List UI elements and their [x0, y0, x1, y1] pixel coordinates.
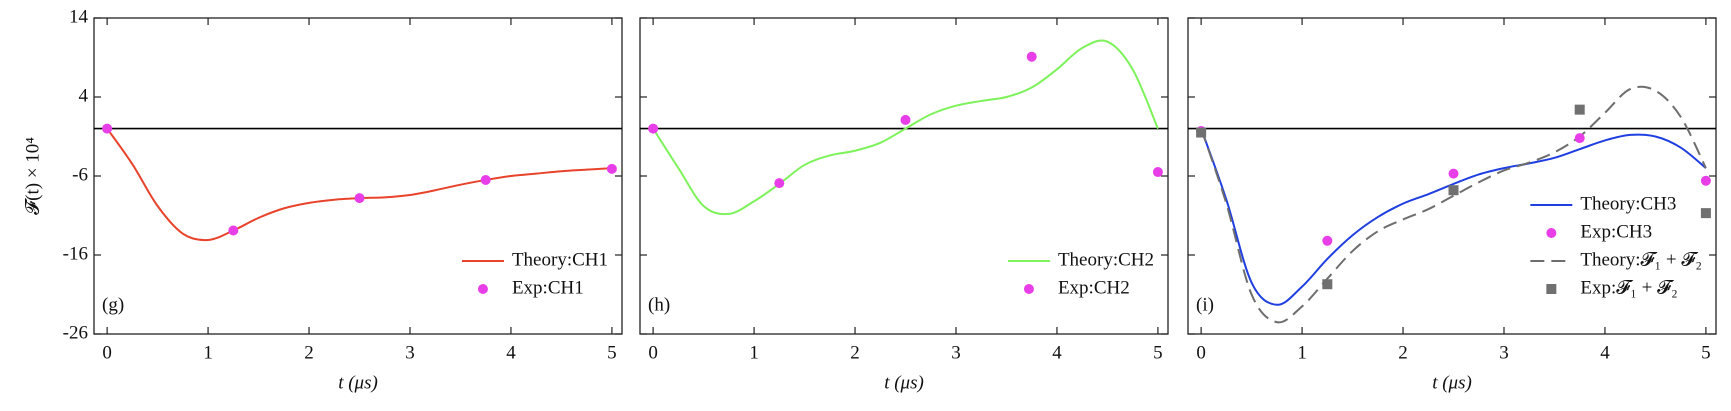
- x-tick-label: 3: [951, 342, 961, 363]
- exp-point: [1448, 168, 1459, 179]
- legend-label: Exp:𝓕₁ + 𝓕₂: [1580, 277, 1677, 298]
- x-tick-label: 1: [203, 342, 213, 363]
- exp-point: [1322, 235, 1333, 246]
- legend-label: Theory:CH2: [1058, 249, 1154, 270]
- panel-label: (i): [1196, 294, 1214, 315]
- exp-point: [606, 163, 617, 174]
- x-axis-label: t (μs): [338, 372, 378, 393]
- x-axis-label: t (μs): [1432, 372, 1472, 393]
- y-tick-label: -26: [63, 322, 88, 343]
- x-tick-label: 1: [749, 342, 759, 363]
- exp-point: [1574, 133, 1585, 144]
- y-tick-label: 14: [69, 6, 89, 27]
- theory-curve: [1200, 85, 1707, 324]
- x-tick-label: 2: [1398, 342, 1408, 363]
- y-tick-label: 4: [79, 85, 89, 106]
- x-axis-label: t (μs): [884, 372, 924, 393]
- legend-label: Exp:CH2: [1058, 277, 1130, 298]
- legend-label: Theory:CH3: [1580, 193, 1676, 214]
- exp-point: [102, 123, 113, 134]
- x-tick-label: 3: [1499, 342, 1509, 363]
- theory-curve: [106, 128, 612, 242]
- exp-point: [228, 225, 239, 236]
- x-tick-label: 5: [1701, 342, 1711, 363]
- exp-point: [1152, 167, 1163, 178]
- x-tick-label: 0: [102, 342, 112, 363]
- legend-swatch: [1546, 228, 1557, 238]
- exp-point: [1322, 279, 1333, 290]
- exp-point: [1700, 208, 1711, 219]
- legend-label: Exp:CH1: [512, 277, 584, 298]
- x-tick-label: 4: [1052, 342, 1062, 363]
- legend-swatch: [477, 284, 488, 294]
- y-tick-label: -6: [72, 164, 88, 185]
- x-tick-label: 4: [506, 342, 516, 363]
- legend-swatch: [1023, 284, 1034, 294]
- x-tick-label: 5: [1153, 342, 1163, 363]
- exp-point: [900, 114, 911, 125]
- x-tick-label: 1: [1297, 342, 1307, 363]
- exp-point: [354, 193, 365, 204]
- exp-point: [774, 178, 785, 189]
- x-tick-label: 2: [304, 342, 314, 363]
- legend-label: Theory:𝓕₁ + 𝓕₂: [1580, 249, 1702, 270]
- theory-curve: [1200, 128, 1707, 306]
- panel-label: (h): [648, 294, 670, 315]
- exp-point: [480, 174, 491, 185]
- legend-swatch: [1546, 284, 1557, 294]
- legend-label: Exp:CH3: [1580, 221, 1652, 242]
- x-tick-label: 3: [405, 342, 415, 363]
- x-tick-label: 5: [607, 342, 617, 363]
- panel-label: (g): [102, 294, 124, 315]
- legend-label: Theory:CH1: [512, 249, 608, 270]
- x-tick-label: 0: [648, 342, 658, 363]
- plot-area: [1200, 85, 1707, 324]
- plot-area: [652, 39, 1159, 216]
- x-tick-label: 2: [850, 342, 860, 363]
- exp-point: [1196, 127, 1207, 138]
- y-tick-label: -16: [63, 243, 88, 264]
- exp-point: [1448, 185, 1459, 196]
- exp-point: [1700, 175, 1711, 186]
- x-tick-label: 4: [1600, 342, 1610, 363]
- exp-point: [1026, 51, 1037, 62]
- y-axis-label: 𝓕(t) × 10⁴: [22, 137, 43, 215]
- plot-area: [106, 128, 612, 242]
- exp-point: [1574, 104, 1585, 115]
- exp-point: [648, 123, 659, 134]
- x-tick-label: 0: [1196, 342, 1206, 363]
- theory-curve: [652, 39, 1159, 216]
